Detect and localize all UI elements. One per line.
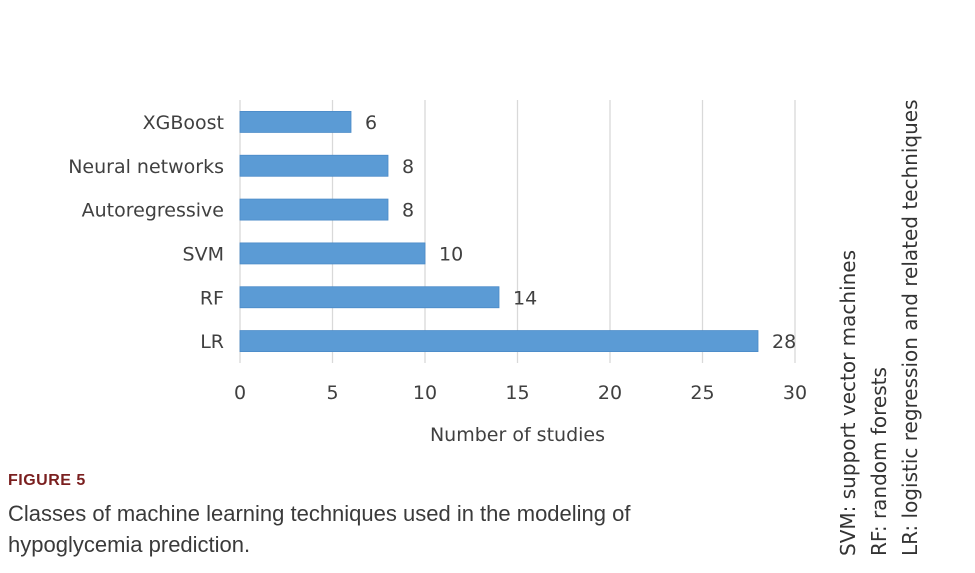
x-tick-label-30: 30 [783, 382, 807, 404]
bar-neural-networks [239, 154, 389, 177]
value-label-xgboost: 6 [365, 112, 377, 134]
bars [239, 110, 759, 353]
category-label-rf: RF [200, 287, 224, 309]
category-label-lr: LR [200, 331, 224, 353]
value-label-svm: 10 [439, 243, 463, 265]
value-label-autoregressive: 8 [402, 200, 414, 222]
value-label-neural-networks: 8 [402, 156, 414, 178]
figure-label: FIGURE 5 [8, 472, 86, 489]
category-label-neural-networks: Neural networks [68, 156, 224, 178]
x-tick-label-0: 0 [234, 382, 246, 404]
x-tick-label-20: 20 [598, 382, 622, 404]
bar-svm [239, 242, 426, 265]
gridlines [239, 100, 796, 363]
side-note-svm: SVM: support vector machines [836, 249, 860, 556]
bar-lr [239, 330, 759, 353]
bar-rf [239, 286, 500, 309]
side-note-lr: LR: logistic regression and related tech… [898, 99, 922, 556]
x-tick-labels: 0 5 10 15 20 25 30 [234, 382, 807, 404]
category-labels: XGBoost Neural networks Autoregressive SVM R… [68, 112, 224, 353]
value-labels: 6 8 8 10 14 28 [365, 112, 796, 353]
x-axis-title: Number of studies [430, 424, 605, 446]
x-tick-label-5: 5 [326, 382, 338, 404]
value-label-lr: 28 [772, 331, 796, 353]
bar-autoregressive [239, 198, 389, 221]
category-label-autoregressive: Autoregressive [82, 200, 224, 222]
value-label-rf: 14 [513, 287, 537, 309]
x-tick-label-25: 25 [690, 382, 714, 404]
figure-caption: Classes of machine learning techniques u… [8, 501, 631, 557]
category-label-xgboost: XGBoost [143, 112, 224, 134]
category-label-svm: SVM [183, 243, 224, 265]
x-tick-label-15: 15 [505, 382, 529, 404]
side-note-rf: RF: random forests [867, 367, 891, 556]
x-tick-label-10: 10 [413, 382, 437, 404]
bar-xgboost [239, 110, 352, 133]
